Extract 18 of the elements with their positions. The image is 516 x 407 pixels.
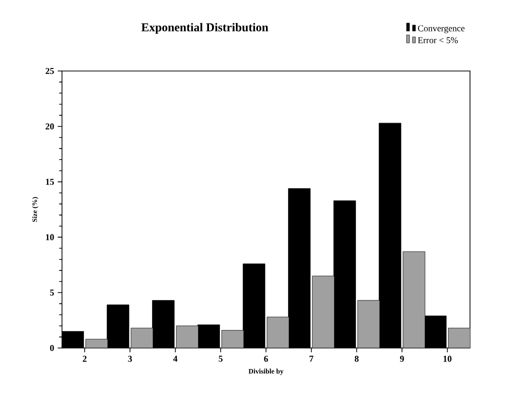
y-tick-label: 25 (46, 68, 54, 74)
x-tick-label: 2 (82, 356, 87, 362)
y-tick-label: 0 (50, 344, 54, 352)
y-tick-label: 20 (46, 123, 54, 130)
x-tick-label: 4 (173, 356, 178, 362)
chart-title: Exponential Distribution (141, 22, 268, 34)
x-tick-label: 7 (310, 356, 314, 362)
legend-label: Error < 5% (418, 37, 458, 44)
legend-label: Convergence (418, 25, 465, 34)
x-tick-label: 10 (444, 356, 452, 362)
x-tick-label: 5 (218, 356, 223, 362)
x-tick-label: 8 (354, 356, 359, 362)
x-tick-label: 3 (128, 356, 132, 362)
y-tick-label: 5 (50, 290, 54, 296)
x-tick-label: 9 (400, 356, 404, 362)
x-tick-label: 6 (264, 356, 268, 362)
y-tick-label: 10 (46, 234, 54, 240)
y-tick-label: 15 (46, 178, 54, 185)
